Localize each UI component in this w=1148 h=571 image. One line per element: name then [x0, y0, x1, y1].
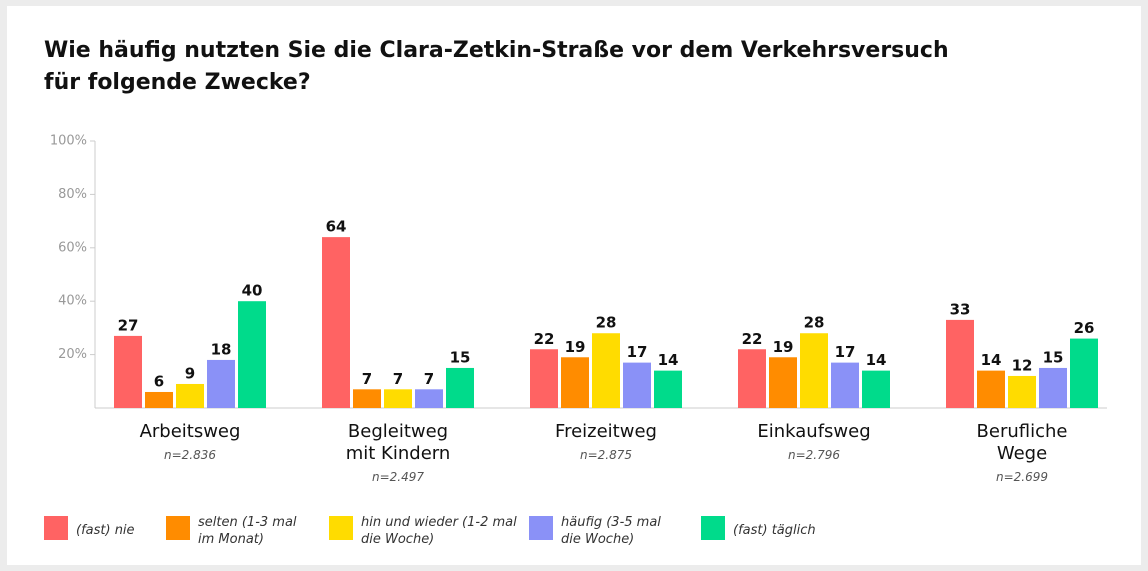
sample-size: n=2.699 — [995, 470, 1048, 484]
x-tick-label: Begleitweg mit Kindern n=2.497 — [336, 421, 460, 485]
bar — [1039, 367, 1067, 408]
data-label: 15 — [450, 348, 471, 366]
data-label: 9 — [185, 364, 195, 382]
category-name: Freizeitweg — [555, 421, 657, 442]
bar — [592, 333, 620, 408]
bar — [114, 335, 142, 408]
bar — [238, 301, 266, 408]
legend-label: hin und wieder (1-2 mal die Woche) — [361, 515, 517, 547]
bar — [384, 389, 412, 408]
card: Wie häufig nutzten Sie die Clara-Zetkin-… — [7, 6, 1141, 565]
legend-label: häufig (3-5 mal die Woche) — [561, 515, 661, 547]
data-label: 15 — [1043, 348, 1064, 366]
category-name: Arbeitsweg — [139, 421, 241, 442]
legend-swatch — [529, 516, 553, 540]
x-tick-label: Arbeitsweg n=2.836 — [128, 421, 252, 463]
bar — [862, 370, 890, 408]
legend-swatch — [166, 516, 190, 540]
data-label: 12 — [1012, 356, 1033, 374]
data-label: 19 — [565, 338, 586, 356]
chart: Wie häufig nutzten Sie die Clara-Zetkin-… — [44, 38, 1107, 409]
data-label: 33 — [950, 300, 971, 318]
chart-title: Wie häufig nutzten Sie die Clara-Zetkin-… — [44, 38, 949, 63]
data-label: 18 — [211, 340, 232, 358]
legend-swatch — [44, 516, 68, 540]
chart-title: für folgende Zwecke? — [44, 70, 311, 95]
y-tick-label: 20% — [58, 347, 87, 362]
data-label: 19 — [773, 338, 794, 356]
bar — [353, 389, 381, 408]
bar — [530, 349, 558, 408]
y-tick-label: 40% — [58, 294, 87, 309]
bar — [446, 367, 474, 408]
legend-swatch — [329, 516, 353, 540]
data-label: 17 — [627, 343, 648, 361]
data-label: 28 — [804, 314, 825, 332]
data-label: 40 — [242, 282, 263, 300]
data-label: 7 — [393, 370, 403, 388]
bar — [654, 370, 682, 408]
bar — [800, 333, 828, 408]
data-label: 28 — [596, 314, 617, 332]
data-label: 27 — [118, 316, 139, 334]
x-tick-label: Freizeitweg n=2.875 — [544, 421, 668, 463]
legend-label: (fast) täglich — [733, 523, 816, 538]
bar — [561, 357, 589, 408]
category-name: Berufliche Wege — [976, 421, 1068, 464]
legend-swatch — [701, 516, 725, 540]
bar — [415, 389, 443, 408]
data-label: 22 — [534, 330, 555, 348]
bar — [977, 370, 1005, 408]
y-tick-label: 100% — [50, 134, 87, 149]
bar — [207, 359, 235, 408]
data-label: 14 — [981, 351, 1002, 369]
bar — [145, 391, 173, 408]
bar — [322, 237, 350, 408]
y-tick-label: 80% — [58, 187, 87, 202]
bar — [1070, 338, 1098, 408]
category-name: Begleitweg mit Kindern — [345, 421, 451, 464]
data-label: 22 — [742, 330, 763, 348]
sample-size: n=2.796 — [787, 448, 840, 462]
bar — [769, 357, 797, 408]
data-label: 26 — [1074, 319, 1095, 337]
legend-label: (fast) nie — [76, 523, 135, 538]
data-label: 7 — [362, 370, 372, 388]
data-label: 6 — [154, 372, 164, 390]
bar — [623, 362, 651, 408]
sample-size: n=2.836 — [163, 448, 216, 462]
data-label: 17 — [835, 343, 856, 361]
sample-size: n=2.497 — [371, 470, 424, 484]
legend-label: selten (1-3 mal im Monat) — [198, 515, 297, 547]
bar — [1008, 375, 1036, 408]
bar — [831, 362, 859, 408]
data-label: 64 — [326, 218, 347, 236]
bar — [176, 383, 204, 408]
bar — [738, 349, 766, 408]
category-name: Einkaufsweg — [757, 421, 871, 442]
data-label: 14 — [658, 351, 679, 369]
sample-size: n=2.875 — [579, 448, 632, 462]
bar — [946, 319, 974, 408]
x-tick-label: Berufliche Wege n=2.699 — [960, 421, 1084, 485]
x-tick-label: Einkaufsweg n=2.796 — [752, 421, 876, 463]
y-tick-label: 60% — [58, 240, 87, 255]
data-label: 7 — [424, 370, 434, 388]
data-label: 14 — [866, 351, 887, 369]
